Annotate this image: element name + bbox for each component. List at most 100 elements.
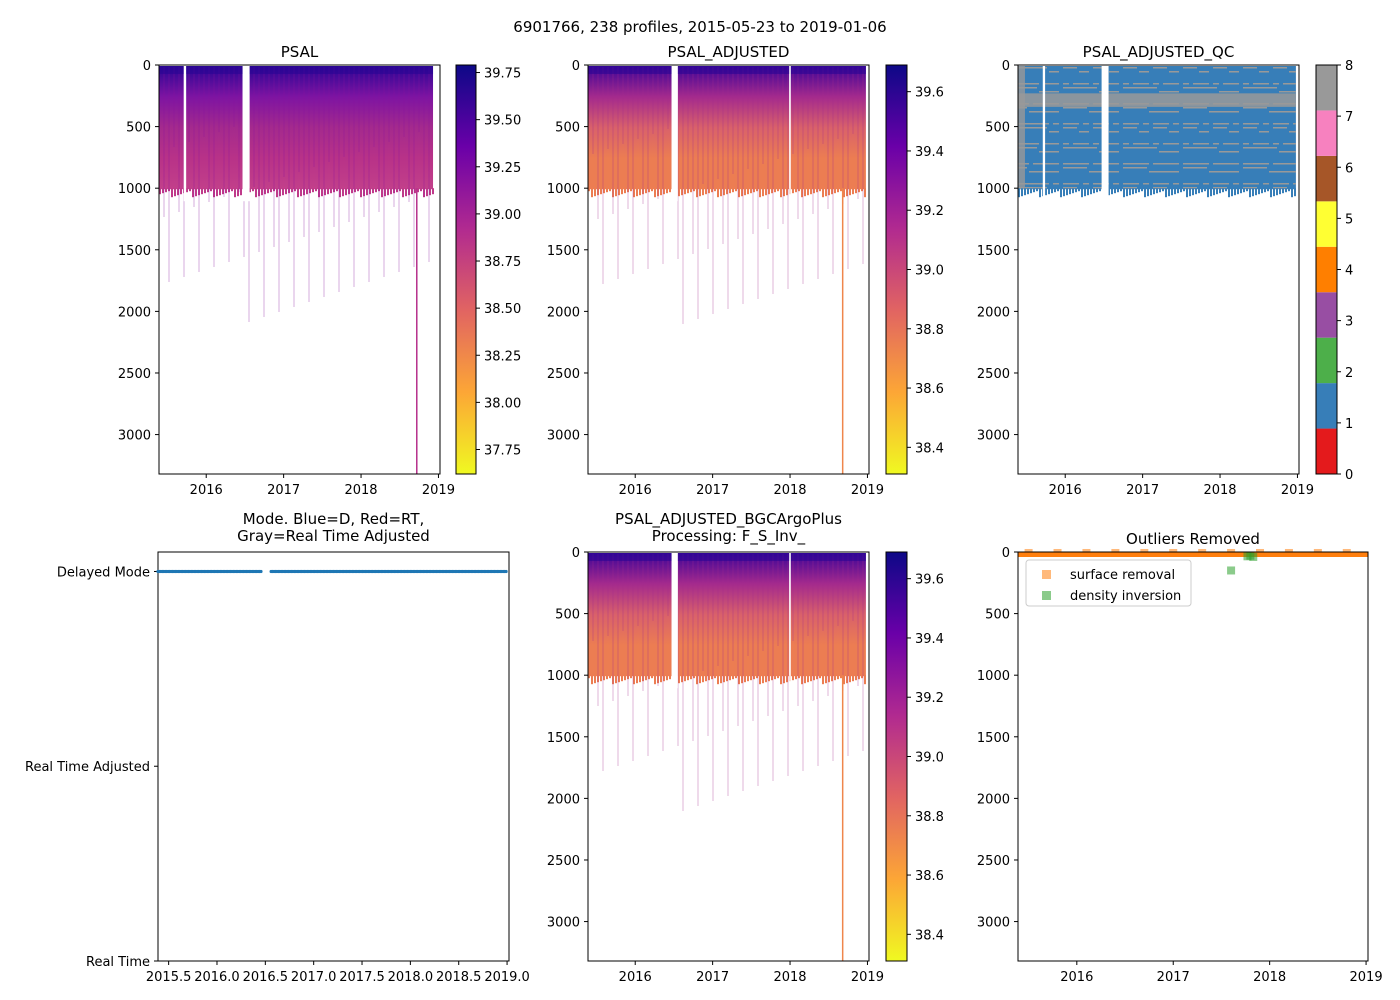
psal_adjusted-field-edge: [747, 188, 749, 195]
psal_bgc-colorbar-label: 39.4: [915, 632, 944, 647]
psal_adjusted-field-edge: [819, 188, 821, 192]
psal_bgc-field-edge: [684, 675, 686, 682]
psal_adjusted_qc-ytick-label: 500: [985, 121, 1010, 136]
psal-field-edge: [219, 188, 221, 196]
mode-point: [504, 569, 508, 574]
psal-field-edge: [186, 188, 188, 193]
psal_adjusted_qc-flag-streak: [1133, 143, 1149, 145]
psal_adjusted-field-edge: [843, 188, 845, 198]
psal_adjusted_qc-field-edge: [1165, 188, 1167, 198]
psal_adjusted-field-edge: [741, 188, 743, 197]
psal_bgc-xtick-label: 2018: [773, 970, 806, 985]
psal_adjusted-ytick-label: 1500: [547, 244, 580, 259]
psal_adjusted_qc-field-edge: [1240, 188, 1242, 194]
psal_adjusted_qc-flag-streak: [1109, 71, 1119, 73]
mode-xtick-label: 2016.0: [194, 970, 240, 985]
psal-field-edge: [309, 188, 311, 194]
psal_adjusted-field-edge: [813, 188, 815, 194]
psal-field-edge: [255, 188, 257, 198]
psal_adjusted_qc-field-edge: [1126, 188, 1128, 197]
psal_adjusted_qc-field-edge: [1294, 188, 1296, 197]
psal_adjusted-colorbar-label: 38.6: [915, 382, 944, 397]
psal-field-edge: [384, 188, 386, 197]
psal_bgc-field-edge: [780, 675, 782, 685]
psal_adjusted-field-edge: [828, 188, 830, 196]
psal_adjusted-field-edge: [588, 188, 590, 192]
psal_adjusted-field-edge: [618, 188, 620, 196]
psal_adjusted_qc-field-edge: [1132, 188, 1134, 195]
outliers-ytick-label: 2500: [977, 854, 1010, 869]
psal-field-edge: [222, 188, 224, 195]
psal-field-edge: [351, 188, 353, 194]
psal_adjusted_qc-flag-streak: [1243, 167, 1267, 169]
psal_adjusted_qc-flag-streak: [1039, 151, 1059, 153]
psal_adjusted_qc-flag-streak: [1133, 83, 1149, 85]
psal-field-edge: [174, 188, 176, 197]
psal_adjusted_qc-flag-streak: [1079, 71, 1089, 73]
psal-field-edge: [177, 188, 179, 196]
psal_adjusted-ytick-label: 1000: [547, 182, 580, 197]
psal_bgc-field-edge: [750, 675, 752, 681]
psal_adjusted-field-edge: [642, 188, 644, 195]
psal_adjusted-field-edge: [759, 188, 761, 198]
psal_adjusted_qc-flag-streak: [1273, 183, 1289, 185]
psal_adjusted_qc-field-edge: [1078, 188, 1080, 192]
psal_adjusted_qc-field-edge: [1099, 188, 1101, 192]
psal_adjusted_qc-flag-streak: [1183, 147, 1217, 149]
psal_adjusted-field-edge: [597, 188, 599, 196]
psal_adjusted_qc-flag-streak: [1083, 183, 1089, 185]
psal_adjusted-colorbar-label: 38.4: [915, 441, 944, 456]
outliers-legend-marker: [1042, 570, 1051, 579]
psal_adjusted_qc-field-edge: [1138, 188, 1140, 193]
psal_bgc-field-edge: [657, 675, 659, 684]
psal-field-edge: [252, 188, 254, 192]
psal_bgc-field-edge: [723, 675, 725, 683]
psal_bgc-field-edge: [594, 675, 596, 684]
psal_adjusted_qc-flag-streak: [1209, 111, 1239, 113]
psal_bgc-field-edge: [720, 675, 722, 684]
psal_adjusted_qc-field-edge: [1123, 188, 1125, 198]
psal_adjusted-field-edge: [798, 188, 800, 192]
psal_adjusted-ytick-label: 0: [572, 59, 580, 74]
outliers-point: [1284, 548, 1293, 557]
psal_adjusted_qc-flag-streak: [1123, 127, 1137, 129]
psal_adjusted-field-edge: [783, 188, 785, 197]
psal_bgc-field-edge: [861, 675, 863, 679]
psal_bgc-field-edge: [609, 675, 611, 679]
psal_adjusted-field-edge: [753, 188, 755, 193]
psal_bgc-field-edge: [699, 675, 701, 684]
psal_adjusted_qc-field-edge: [1234, 188, 1236, 196]
psal_adjusted_qc-flag-streak: [1063, 67, 1077, 69]
psal-field-edge: [420, 188, 422, 192]
psal_adjusted_qc-flag-streak: [1243, 183, 1259, 185]
psal_adjusted-field-edge: [624, 188, 626, 194]
psal_adjusted-field-edge: [690, 188, 692, 193]
outliers-point: [1111, 548, 1120, 557]
psal-field-edge: [318, 188, 320, 198]
psal_adjusted-xtick-label: 2016: [619, 483, 652, 498]
psal_adjusted_qc-field-edge: [1267, 188, 1269, 192]
outliers-point: [1227, 548, 1236, 557]
psal_adjusted_qc-flag-streak: [1203, 123, 1209, 125]
psal_adjusted-field-edge: [600, 188, 602, 195]
psal_bgc-field-edge: [729, 675, 731, 681]
psal_adjusted-field-edge: [807, 188, 809, 196]
psal_bgc-field-edge: [621, 675, 623, 682]
psal_adjusted-field-edge: [630, 188, 632, 192]
psal_adjusted_qc-field-edge: [1237, 188, 1239, 195]
psal_adjusted-field-edge: [705, 188, 707, 195]
psal_adjusted_qc-field-edge: [1021, 188, 1023, 197]
psal-ytick-label: 2000: [118, 305, 151, 320]
psal_bgc-field-edge: [705, 675, 707, 682]
psal-field-edge: [366, 188, 368, 196]
psal_adjusted-xtick-label: 2019: [851, 483, 884, 498]
psal_bgc-field-edge: [726, 675, 728, 682]
psal_adjusted_qc-colorbar-swatch: [1316, 65, 1337, 111]
psal_adjusted_qc-field-edge: [1024, 188, 1026, 196]
psal_adjusted_qc-field-edge: [1054, 188, 1056, 193]
psal-field-edge: [426, 188, 428, 197]
psal_adjusted-field-edge: [774, 188, 776, 193]
outliers-ytick-label: 0: [1002, 546, 1010, 561]
psal_adjusted_qc-field-edge: [1087, 188, 1089, 196]
psal_adjusted_qc-flag-streak: [1079, 131, 1089, 133]
